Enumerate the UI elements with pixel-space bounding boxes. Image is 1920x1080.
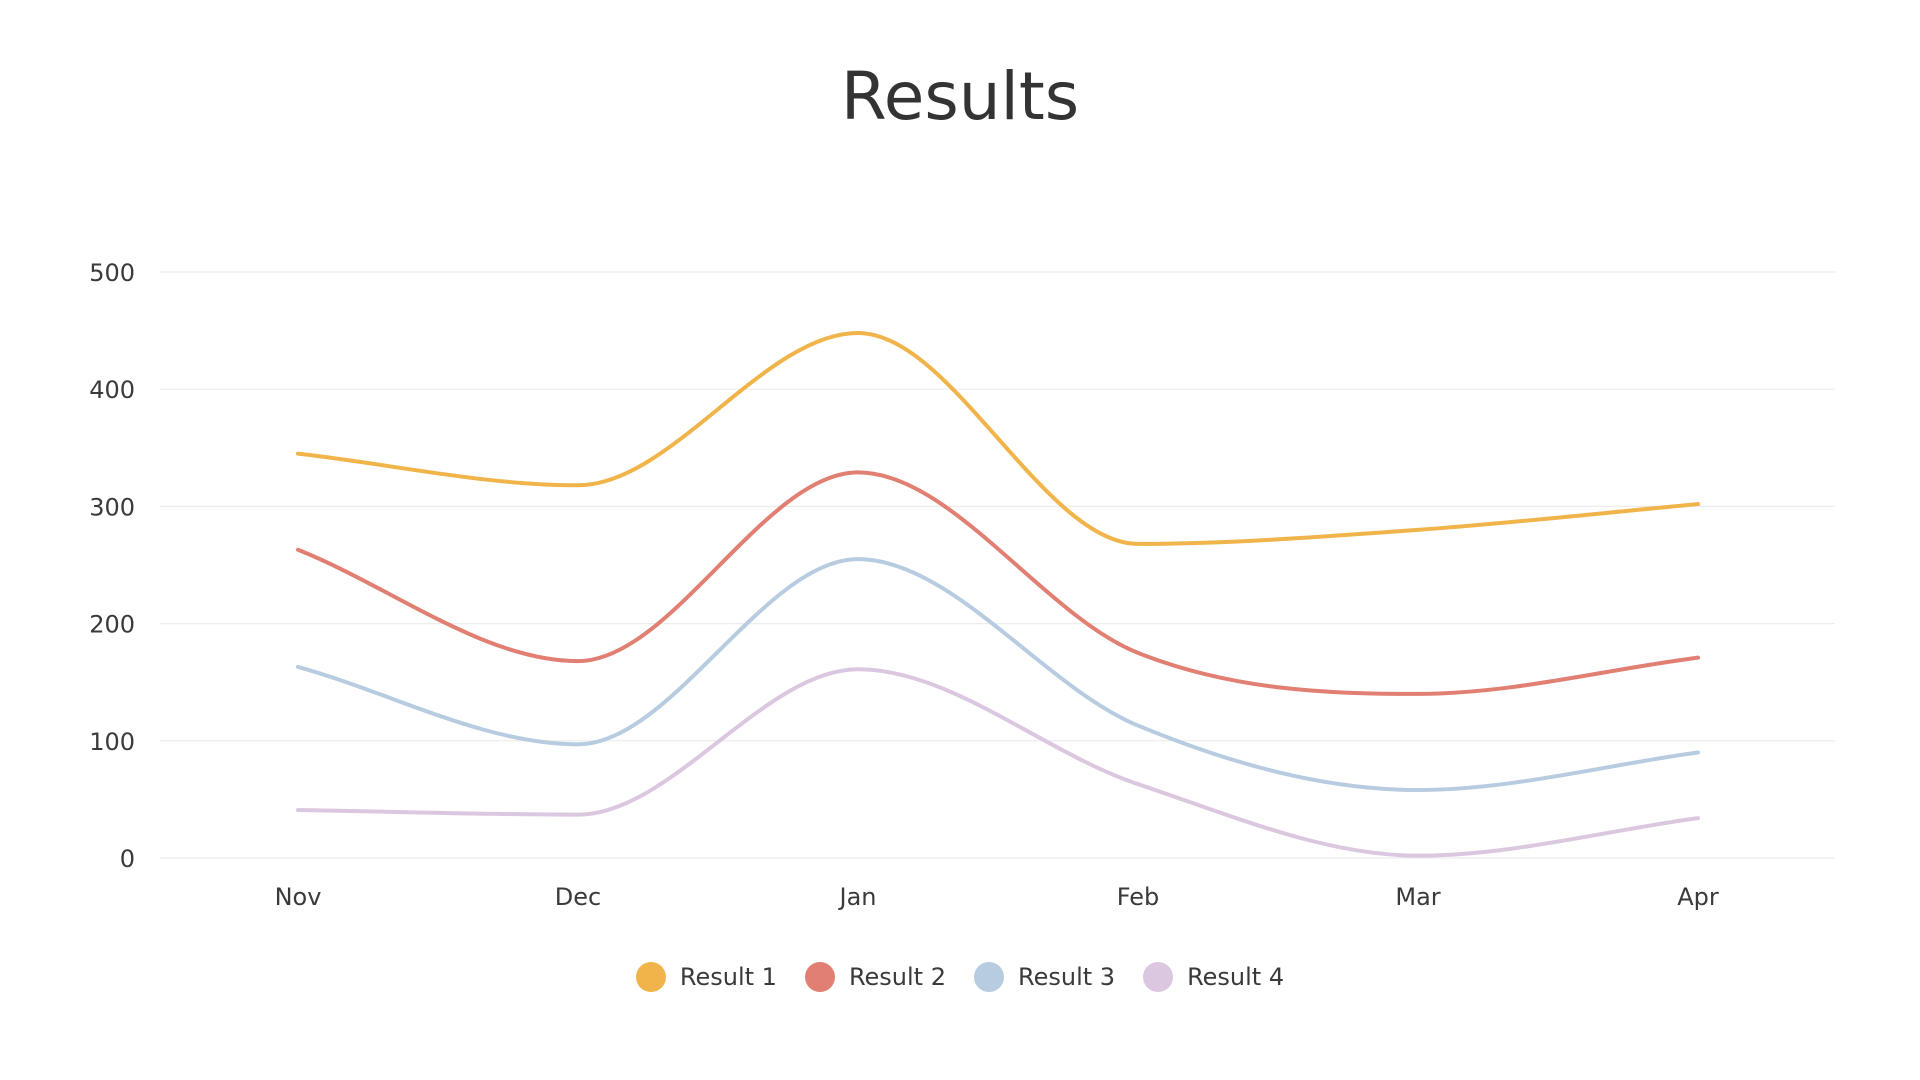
x-tick-label: Feb: [1117, 883, 1160, 911]
legend-item-result-4[interactable]: Result 4: [1143, 962, 1284, 992]
y-tick-label: 200: [89, 611, 135, 639]
legend-item-result-1[interactable]: Result 1: [635, 962, 777, 992]
x-tick-label: Mar: [1395, 883, 1440, 911]
legend-item-result-2[interactable]: Result 2: [804, 962, 946, 992]
x-axis-ticks: Nov Dec Jan Feb Mar Apr: [275, 883, 1719, 911]
y-tick-label: 500: [89, 259, 135, 287]
chart-title: Results: [840, 58, 1080, 135]
legend: Result 1 Result 2 Result 3 Result 4: [0, 962, 1920, 992]
gridlines: [160, 271, 1835, 859]
legend-label: Result 4: [1187, 963, 1285, 991]
legend-swatch: [974, 962, 1004, 992]
legend-label: Result 2: [848, 963, 946, 991]
series-line-result-2: [296, 470, 1700, 696]
x-tick-label: Jan: [838, 883, 877, 911]
y-tick-label: 300: [89, 493, 135, 521]
legend-item-result-3[interactable]: Result 3: [974, 962, 1115, 992]
y-tick-label: 400: [89, 376, 135, 404]
legend-swatch: [1143, 962, 1174, 992]
y-tick-label: 0: [120, 845, 135, 873]
series-line-result-3: [296, 557, 1700, 793]
legend-swatch: [804, 962, 835, 992]
series-lines: [296, 330, 1700, 858]
legend-label: Result 1: [679, 963, 777, 991]
x-tick-label: Apr: [1677, 883, 1719, 911]
legend-swatch: [635, 962, 666, 992]
series-line-result-4: [296, 667, 1700, 858]
x-tick-label: Dec: [555, 883, 601, 911]
x-tick-label: Nov: [275, 883, 322, 911]
y-tick-label: 100: [89, 728, 135, 756]
legend-label: Result 3: [1018, 963, 1116, 991]
series-line-result-1: [296, 330, 1700, 546]
y-axis-ticks: 0 100 200 300 400 500: [89, 259, 135, 873]
